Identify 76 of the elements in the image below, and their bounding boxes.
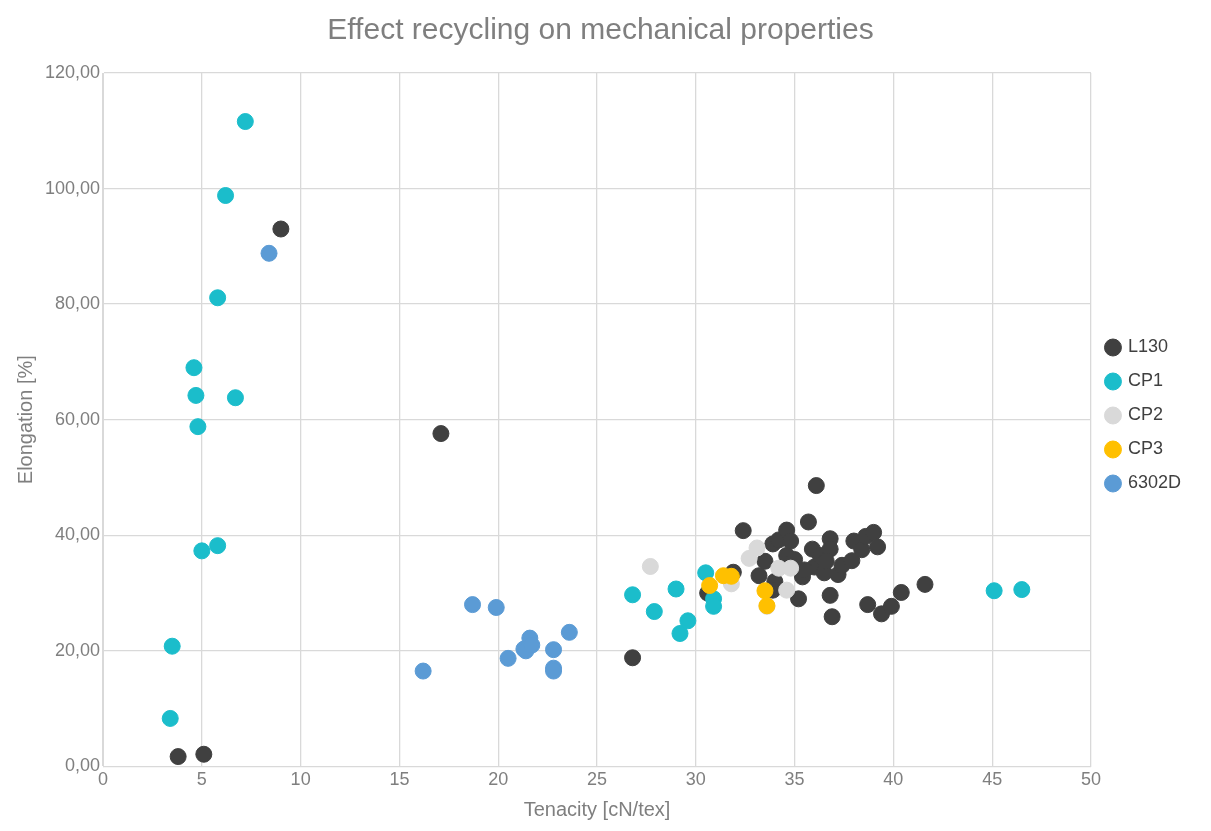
point [1013, 581, 1031, 599]
point [790, 590, 808, 608]
point [209, 289, 227, 307]
x-tick-label: 20 [488, 769, 509, 790]
point [641, 557, 659, 575]
y-tick-label: 100,00 [44, 177, 101, 198]
point [985, 582, 1003, 600]
point [667, 580, 685, 598]
x-tick-label: 40 [883, 769, 904, 790]
point [545, 641, 563, 659]
point [187, 386, 205, 404]
legend-label: 6302D [1127, 472, 1181, 493]
point [226, 389, 244, 407]
point [560, 623, 578, 641]
x-axis-title: Tenacity [cN/tex] [523, 797, 671, 820]
point [807, 477, 825, 495]
chart-title: Effect recycling on mechanical properties [327, 12, 874, 46]
point [645, 603, 663, 621]
point [843, 552, 861, 570]
point [782, 532, 800, 550]
point [916, 575, 934, 593]
x-tick-label: 30 [685, 769, 706, 790]
point [272, 220, 290, 238]
x-tick-label: 35 [784, 769, 805, 790]
point [163, 637, 181, 655]
y-tick-label: 40,00 [55, 524, 101, 545]
point [217, 187, 235, 204]
x-tick-label: 25 [586, 769, 608, 790]
point [859, 596, 877, 614]
legend-label: L130 [1127, 336, 1168, 357]
point [750, 567, 768, 585]
point [748, 539, 766, 557]
point [865, 523, 883, 541]
point [414, 662, 432, 680]
legend-label: CP3 [1127, 438, 1163, 459]
point [185, 359, 203, 377]
point [236, 113, 254, 131]
point [209, 537, 227, 555]
y-tick-label: 60,00 [55, 408, 101, 429]
point [487, 599, 505, 616]
point [823, 608, 841, 626]
x-tick-label: 45 [982, 769, 1003, 790]
point [782, 559, 800, 577]
point [624, 586, 642, 604]
point [464, 596, 482, 614]
point [161, 709, 179, 727]
legend-label: CP1 [1127, 370, 1163, 391]
point [756, 582, 774, 600]
point [778, 581, 796, 599]
point [499, 649, 517, 667]
y-tick-label: 80,00 [55, 293, 101, 314]
point [882, 597, 900, 615]
point [260, 244, 278, 262]
point [624, 649, 642, 667]
point [193, 542, 211, 560]
y-axis-title: Elongation [%] [13, 355, 36, 485]
point [679, 612, 697, 630]
x-tick-label: 50 [1080, 769, 1101, 790]
x-tick-label: 10 [290, 769, 311, 790]
point [195, 745, 213, 763]
x-tick-label: 0 [98, 769, 109, 790]
point [892, 583, 910, 601]
x-tick-label: 5 [196, 769, 207, 790]
legend-label: CP2 [1127, 404, 1163, 425]
y-tick-label: 20,00 [55, 639, 101, 660]
point [821, 586, 839, 604]
point [799, 513, 817, 531]
point [701, 577, 719, 595]
point [189, 418, 207, 436]
point [671, 625, 689, 642]
point [869, 538, 887, 556]
y-tick-label: 120,00 [44, 61, 101, 82]
x-tick-label: 15 [389, 769, 410, 790]
point [432, 425, 450, 443]
point [734, 522, 752, 540]
point [169, 748, 187, 766]
